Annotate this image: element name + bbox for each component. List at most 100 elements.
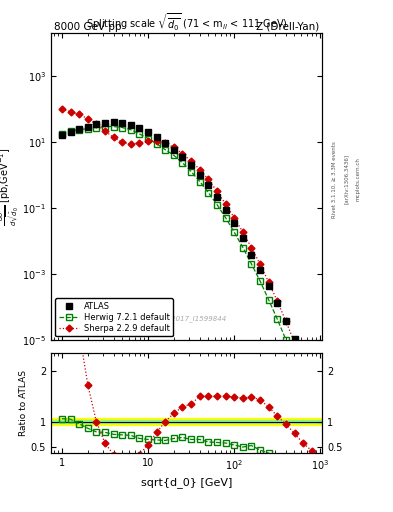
Sherpa 2.2.9 default [77, 111, 81, 117]
Sherpa 2.2.9 default [146, 138, 151, 144]
ATLAS [249, 251, 254, 258]
Herwig 7.2.1 default [189, 168, 193, 175]
Herwig 7.2.1 default [249, 261, 254, 267]
Sherpa 2.2.9 default [68, 109, 73, 115]
Sherpa 2.2.9 default [266, 279, 271, 285]
Line: ATLAS: ATLAS [59, 119, 315, 383]
Herwig 7.2.1 default [163, 146, 167, 153]
ATLAS [189, 162, 193, 168]
Line: Herwig 7.2.1 default: Herwig 7.2.1 default [59, 124, 314, 418]
Bar [51, 420, 322, 423]
Sherpa 2.2.9 default [232, 215, 237, 221]
ATLAS [275, 300, 280, 306]
Herwig 7.2.1 default [206, 189, 211, 196]
Text: Rivet 3.1.10, ≥ 3.3M events: Rivet 3.1.10, ≥ 3.3M events [332, 141, 337, 218]
Y-axis label: $\frac{d\sigma}{d\sqrt{\bar{d}_0}}$ [pb,GeV$^{-1}$]: $\frac{d\sigma}{d\sqrt{\bar{d}_0}}$ [pb,… [0, 147, 21, 226]
Sherpa 2.2.9 default [129, 141, 133, 147]
Herwig 7.2.1 default [275, 316, 280, 322]
Sherpa 2.2.9 default [180, 151, 185, 157]
ATLAS [85, 123, 90, 130]
Sherpa 2.2.9 default [103, 128, 107, 134]
Herwig 7.2.1 default [120, 124, 125, 131]
ATLAS [206, 182, 211, 188]
Sherpa 2.2.9 default [215, 188, 219, 195]
Herwig 7.2.1 default [94, 124, 99, 131]
Title: Splitting scale $\sqrt{\overline{d_0}}$ (71 < m$_{ll}$ < 111 GeV): Splitting scale $\sqrt{\overline{d_0}}$ … [86, 12, 288, 33]
ATLAS [292, 336, 297, 342]
ATLAS [163, 140, 167, 146]
Sherpa 2.2.9 default [301, 364, 305, 370]
Sherpa 2.2.9 default [206, 177, 211, 183]
Herwig 7.2.1 default [77, 126, 81, 133]
ATLAS [59, 132, 64, 138]
Sherpa 2.2.9 default [309, 389, 314, 395]
ATLAS [241, 234, 245, 241]
Sherpa 2.2.9 default [172, 144, 176, 151]
Herwig 7.2.1 default [292, 359, 297, 365]
Sherpa 2.2.9 default [197, 166, 202, 173]
Text: mcplots.cern.ch: mcplots.cern.ch [356, 157, 361, 201]
ATLAS [284, 317, 288, 324]
ATLAS [301, 356, 305, 362]
Sherpa 2.2.9 default [249, 245, 254, 251]
Herwig 7.2.1 default [68, 128, 73, 134]
Herwig 7.2.1 default [309, 412, 314, 418]
Herwig 7.2.1 default [215, 202, 219, 208]
Herwig 7.2.1 default [223, 215, 228, 221]
ATLAS [232, 220, 237, 226]
ATLAS [146, 130, 151, 136]
X-axis label: sqrt{d_0} [GeV]: sqrt{d_0} [GeV] [141, 477, 232, 488]
ATLAS [103, 120, 107, 126]
ATLAS [258, 267, 263, 273]
Sherpa 2.2.9 default [241, 229, 245, 235]
Sherpa 2.2.9 default [275, 298, 280, 304]
Herwig 7.2.1 default [284, 337, 288, 343]
Herwig 7.2.1 default [301, 385, 305, 391]
Text: 8000 GeV pp: 8000 GeV pp [54, 22, 121, 32]
ATLAS [154, 135, 159, 141]
Herwig 7.2.1 default [85, 125, 90, 132]
Sherpa 2.2.9 default [120, 139, 125, 145]
Sherpa 2.2.9 default [85, 116, 90, 122]
Herwig 7.2.1 default [180, 160, 185, 166]
Text: ATLAS_2017_I1599844: ATLAS_2017_I1599844 [147, 315, 227, 322]
ATLAS [180, 154, 185, 160]
Herwig 7.2.1 default [59, 131, 64, 137]
Herwig 7.2.1 default [258, 278, 263, 284]
Y-axis label: Ratio to ATLAS: Ratio to ATLAS [19, 370, 28, 436]
Herwig 7.2.1 default [172, 153, 176, 159]
Sherpa 2.2.9 default [59, 106, 64, 112]
Sherpa 2.2.9 default [94, 121, 99, 127]
ATLAS [172, 146, 176, 153]
ATLAS [215, 194, 219, 200]
Sherpa 2.2.9 default [154, 138, 159, 144]
Bar [51, 418, 322, 425]
Herwig 7.2.1 default [111, 123, 116, 130]
Sherpa 2.2.9 default [189, 158, 193, 164]
Text: Z (Drell-Yan): Z (Drell-Yan) [256, 22, 320, 32]
Herwig 7.2.1 default [266, 297, 271, 303]
Sherpa 2.2.9 default [163, 140, 167, 146]
ATLAS [266, 283, 271, 289]
ATLAS [223, 207, 228, 213]
Sherpa 2.2.9 default [223, 201, 228, 207]
Sherpa 2.2.9 default [292, 340, 297, 346]
ATLAS [77, 126, 81, 132]
ATLAS [68, 129, 73, 135]
Herwig 7.2.1 default [146, 136, 151, 142]
ATLAS [137, 125, 142, 131]
Herwig 7.2.1 default [103, 123, 107, 130]
Sherpa 2.2.9 default [137, 140, 142, 146]
Herwig 7.2.1 default [129, 126, 133, 133]
Line: Sherpa 2.2.9 default: Sherpa 2.2.9 default [59, 107, 314, 394]
Herwig 7.2.1 default [241, 245, 245, 251]
Text: [arXiv:1306.3436]: [arXiv:1306.3436] [344, 154, 349, 204]
ATLAS [120, 120, 125, 126]
ATLAS [111, 119, 116, 125]
Herwig 7.2.1 default [197, 179, 202, 185]
ATLAS [197, 172, 202, 178]
ATLAS [129, 122, 133, 128]
Herwig 7.2.1 default [137, 131, 142, 137]
Legend: ATLAS, Herwig 7.2.1 default, Sherpa 2.2.9 default: ATLAS, Herwig 7.2.1 default, Sherpa 2.2.… [55, 298, 173, 336]
Sherpa 2.2.9 default [111, 135, 116, 141]
